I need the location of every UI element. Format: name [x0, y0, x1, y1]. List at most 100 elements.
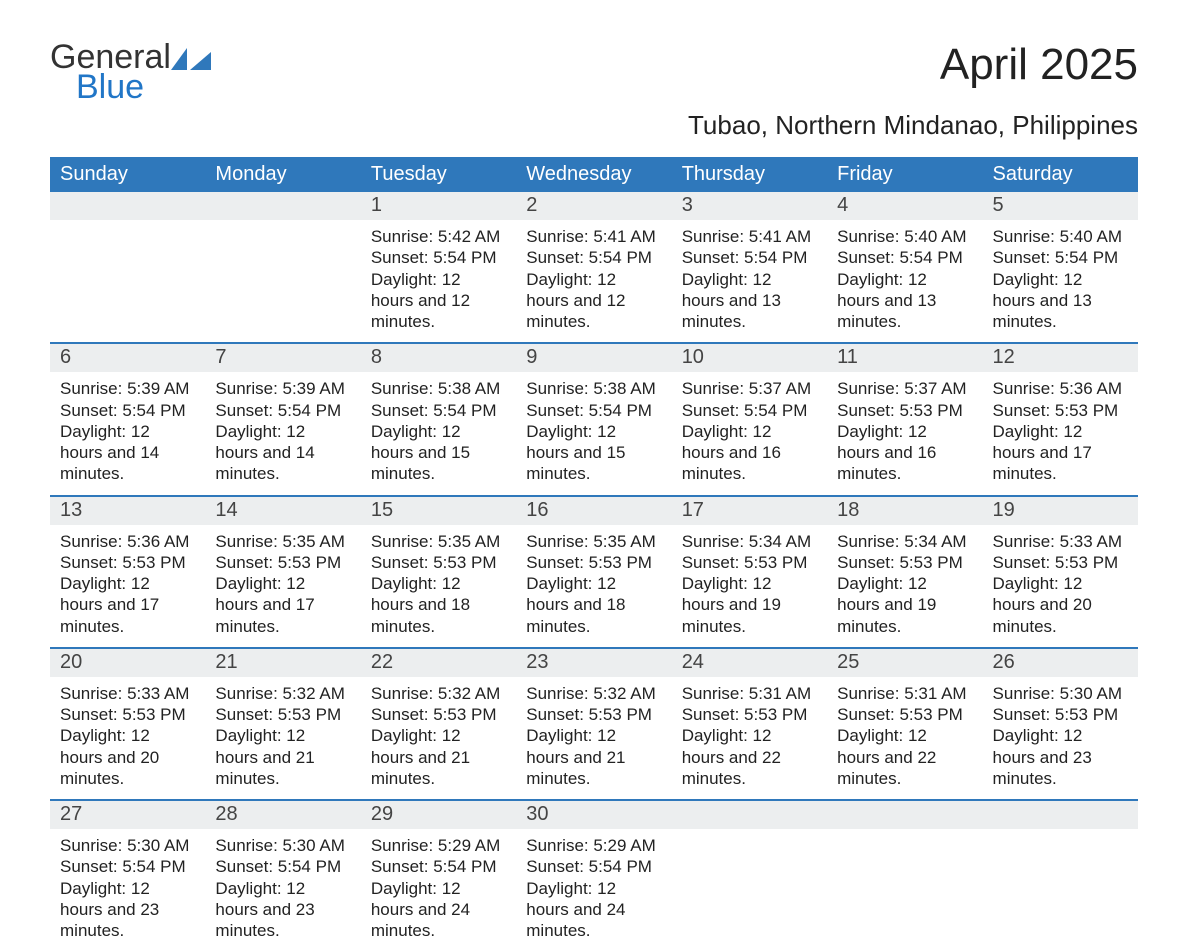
day-cell: 20Sunrise: 5:33 AMSunset: 5:53 PMDayligh… — [50, 649, 205, 799]
day-number: 16 — [516, 497, 671, 525]
sunrise-text: Sunrise: 5:32 AM — [526, 683, 661, 704]
day-body: Sunrise: 5:36 AMSunset: 5:53 PMDaylight:… — [50, 525, 205, 647]
day-cell: 30Sunrise: 5:29 AMSunset: 5:54 PMDayligh… — [516, 801, 671, 951]
day-cell: 5Sunrise: 5:40 AMSunset: 5:54 PMDaylight… — [983, 192, 1138, 342]
day-cell: 12Sunrise: 5:36 AMSunset: 5:53 PMDayligh… — [983, 344, 1138, 494]
sunset-text: Sunset: 5:53 PM — [837, 400, 972, 421]
day-body: Sunrise: 5:33 AMSunset: 5:53 PMDaylight:… — [50, 677, 205, 799]
day-cell: 26Sunrise: 5:30 AMSunset: 5:53 PMDayligh… — [983, 649, 1138, 799]
week-row: 20Sunrise: 5:33 AMSunset: 5:53 PMDayligh… — [50, 649, 1138, 799]
day-number: 23 — [516, 649, 671, 677]
day-number — [205, 192, 360, 220]
daylight-text: Daylight: 12 hours and 14 minutes. — [215, 421, 350, 485]
sunrise-text: Sunrise: 5:37 AM — [682, 378, 817, 399]
weekday-header: Saturday — [983, 157, 1138, 192]
daylight-text: Daylight: 12 hours and 18 minutes. — [371, 573, 506, 637]
sunset-text: Sunset: 5:54 PM — [993, 247, 1128, 268]
sunrise-text: Sunrise: 5:42 AM — [371, 226, 506, 247]
daylight-text: Daylight: 12 hours and 13 minutes. — [837, 269, 972, 333]
day-cell — [983, 801, 1138, 951]
day-number: 2 — [516, 192, 671, 220]
sunrise-text: Sunrise: 5:38 AM — [526, 378, 661, 399]
sunset-text: Sunset: 5:54 PM — [215, 400, 350, 421]
sunset-text: Sunset: 5:53 PM — [993, 552, 1128, 573]
daylight-text: Daylight: 12 hours and 21 minutes. — [526, 725, 661, 789]
sunset-text: Sunset: 5:53 PM — [215, 552, 350, 573]
day-cell — [672, 801, 827, 951]
day-number: 14 — [205, 497, 360, 525]
day-number: 15 — [361, 497, 516, 525]
day-body: Sunrise: 5:35 AMSunset: 5:53 PMDaylight:… — [205, 525, 360, 647]
day-number: 5 — [983, 192, 1138, 220]
daylight-text: Daylight: 12 hours and 20 minutes. — [60, 725, 195, 789]
day-cell: 2Sunrise: 5:41 AMSunset: 5:54 PMDaylight… — [516, 192, 671, 342]
day-body: Sunrise: 5:33 AMSunset: 5:53 PMDaylight:… — [983, 525, 1138, 647]
day-cell: 7Sunrise: 5:39 AMSunset: 5:54 PMDaylight… — [205, 344, 360, 494]
day-cell: 24Sunrise: 5:31 AMSunset: 5:53 PMDayligh… — [672, 649, 827, 799]
day-number: 26 — [983, 649, 1138, 677]
day-body: Sunrise: 5:40 AMSunset: 5:54 PMDaylight:… — [827, 220, 982, 342]
sunrise-text: Sunrise: 5:34 AM — [682, 531, 817, 552]
day-body: Sunrise: 5:37 AMSunset: 5:54 PMDaylight:… — [672, 372, 827, 494]
day-body: Sunrise: 5:31 AMSunset: 5:53 PMDaylight:… — [672, 677, 827, 799]
sunset-text: Sunset: 5:54 PM — [371, 247, 506, 268]
sunset-text: Sunset: 5:53 PM — [526, 552, 661, 573]
month-title: April 2025 — [688, 40, 1138, 90]
day-cell: 23 Sunrise: 5:32 AMSunset: 5:53 PMDayligh… — [516, 649, 671, 799]
sail-icon — [171, 46, 215, 70]
sunrise-text: Sunrise: 5:32 AM — [215, 683, 350, 704]
header: General Blue April 2025 Tubao, Northern … — [50, 40, 1138, 141]
day-body: Sunrise: 5:42 AMSunset: 5:54 PMDaylight:… — [361, 220, 516, 342]
day-cell: 14Sunrise: 5:35 AMSunset: 5:53 PMDayligh… — [205, 497, 360, 647]
location-subtitle: Tubao, Northern Mindanao, Philippines — [688, 110, 1138, 141]
daylight-text: Daylight: 12 hours and 22 minutes. — [837, 725, 972, 789]
calendar-table: Sunday Monday Tuesday Wednesday Thursday… — [50, 157, 1138, 951]
daylight-text: Daylight: 12 hours and 17 minutes. — [993, 421, 1128, 485]
day-cell — [50, 192, 205, 342]
sunset-text: Sunset: 5:54 PM — [215, 856, 350, 877]
sunrise-text: Sunrise: 5:30 AM — [215, 835, 350, 856]
daylight-text: Daylight: 12 hours and 19 minutes. — [837, 573, 972, 637]
day-number: 1 — [361, 192, 516, 220]
day-body: Sunrise: 5:37 AMSunset: 5:53 PMDaylight:… — [827, 372, 982, 494]
day-cell: 13Sunrise: 5:36 AMSunset: 5:53 PMDayligh… — [50, 497, 205, 647]
sunrise-text: Sunrise: 5:36 AM — [993, 378, 1128, 399]
day-cell: 21Sunrise: 5:32 AMSunset: 5:53 PMDayligh… — [205, 649, 360, 799]
day-cell: 4Sunrise: 5:40 AMSunset: 5:54 PMDaylight… — [827, 192, 982, 342]
sunset-text: Sunset: 5:53 PM — [993, 704, 1128, 725]
weekday-header-row: Sunday Monday Tuesday Wednesday Thursday… — [50, 157, 1138, 192]
sunrise-text: Sunrise: 5:33 AM — [993, 531, 1128, 552]
sunrise-text: Sunrise: 5:39 AM — [60, 378, 195, 399]
day-body — [205, 220, 360, 300]
day-body: Sunrise: 5:38 AMSunset: 5:54 PMDaylight:… — [516, 372, 671, 494]
day-body — [827, 829, 982, 909]
day-body: Sunrise: 5:35 AMSunset: 5:53 PMDaylight:… — [361, 525, 516, 647]
sunset-text: Sunset: 5:54 PM — [682, 400, 817, 421]
day-cell: 19Sunrise: 5:33 AMSunset: 5:53 PMDayligh… — [983, 497, 1138, 647]
sunset-text: Sunset: 5:54 PM — [526, 856, 661, 877]
sunset-text: Sunset: 5:54 PM — [682, 247, 817, 268]
day-cell: 22Sunrise: 5:32 AMSunset: 5:53 PMDayligh… — [361, 649, 516, 799]
sunset-text: Sunset: 5:54 PM — [60, 856, 195, 877]
daylight-text: Daylight: 12 hours and 24 minutes. — [371, 878, 506, 942]
weekday-header: Sunday — [50, 157, 205, 192]
day-cell — [827, 801, 982, 951]
day-body: Sunrise: 5:34 AMSunset: 5:53 PMDaylight:… — [827, 525, 982, 647]
daylight-text: Daylight: 12 hours and 23 minutes. — [60, 878, 195, 942]
sunset-text: Sunset: 5:53 PM — [526, 704, 661, 725]
daylight-text: Daylight: 12 hours and 14 minutes. — [60, 421, 195, 485]
sunrise-text: Sunrise: 5:34 AM — [837, 531, 972, 552]
sunrise-text: Sunrise: 5:33 AM — [60, 683, 195, 704]
sunrise-text: Sunrise: 5:41 AM — [682, 226, 817, 247]
day-cell: 10Sunrise: 5:37 AMSunset: 5:54 PMDayligh… — [672, 344, 827, 494]
day-cell: 11Sunrise: 5:37 AMSunset: 5:53 PMDayligh… — [827, 344, 982, 494]
daylight-text: Daylight: 12 hours and 17 minutes. — [215, 573, 350, 637]
sunrise-text: Sunrise: 5:32 AM — [371, 683, 506, 704]
sunrise-text: Sunrise: 5:38 AM — [371, 378, 506, 399]
sunset-text: Sunset: 5:54 PM — [837, 247, 972, 268]
week-row: 13Sunrise: 5:36 AMSunset: 5:53 PMDayligh… — [50, 497, 1138, 647]
day-cell: 6Sunrise: 5:39 AMSunset: 5:54 PMDaylight… — [50, 344, 205, 494]
sunset-text: Sunset: 5:53 PM — [215, 704, 350, 725]
sunset-text: Sunset: 5:53 PM — [60, 552, 195, 573]
day-cell: 28Sunrise: 5:30 AMSunset: 5:54 PMDayligh… — [205, 801, 360, 951]
